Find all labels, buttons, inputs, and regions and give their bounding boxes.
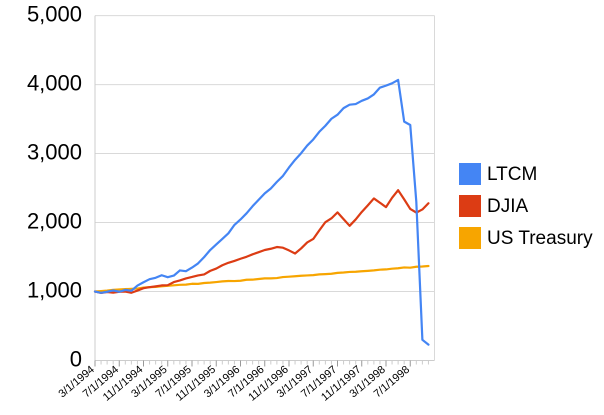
svg-text:0: 0 — [70, 346, 82, 371]
svg-text:3,000: 3,000 — [27, 139, 82, 164]
svg-text:1,000: 1,000 — [27, 277, 82, 302]
svg-text:5,000: 5,000 — [27, 1, 82, 26]
svg-text:LTCM: LTCM — [487, 164, 537, 185]
svg-text:4,000: 4,000 — [27, 70, 82, 95]
svg-text:DJIA: DJIA — [487, 196, 529, 217]
svg-text:2,000: 2,000 — [27, 208, 82, 233]
svg-text:US Treasury: US Treasury — [487, 228, 593, 249]
